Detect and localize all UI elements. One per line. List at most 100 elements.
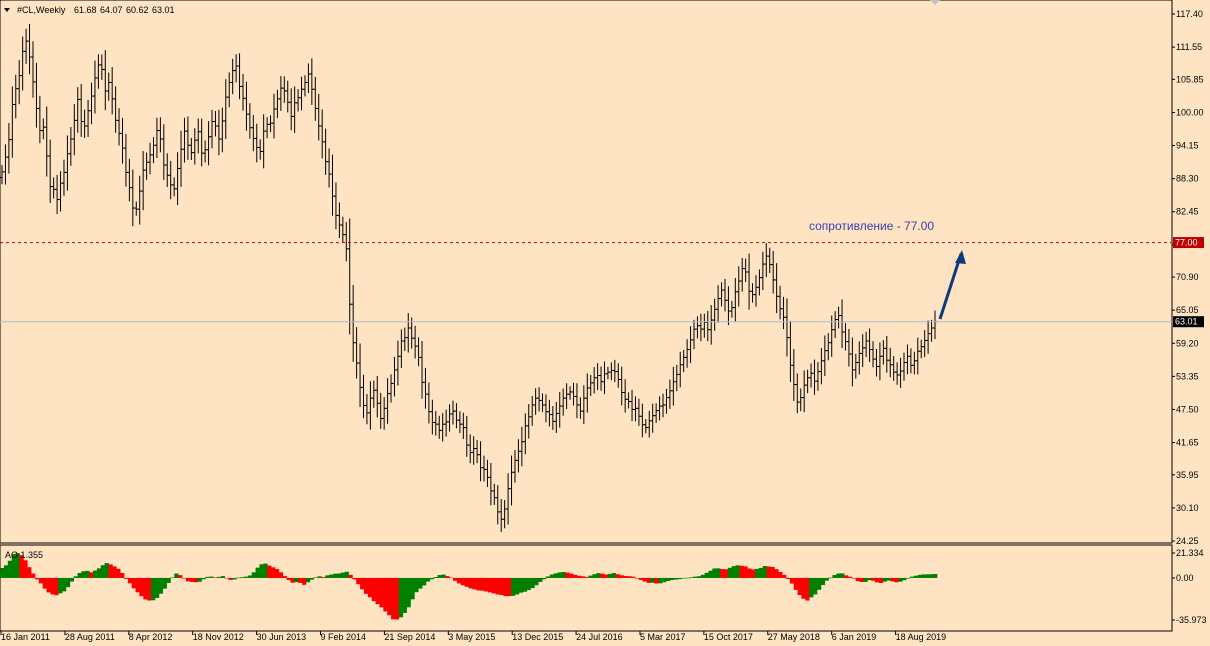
ao-bar bbox=[905, 577, 911, 579]
ohlc-bar bbox=[915, 337, 920, 375]
ao-bar bbox=[348, 574, 353, 578]
ohlc-bar bbox=[392, 356, 397, 397]
ohlc-bar bbox=[647, 410, 652, 438]
ao-bar bbox=[607, 573, 613, 578]
ohlc-bar bbox=[840, 299, 845, 349]
ao-bar bbox=[580, 576, 586, 578]
ohlc-bar bbox=[213, 111, 218, 137]
ohlc-bar bbox=[871, 341, 876, 368]
ohlc-bar bbox=[853, 353, 858, 379]
ao-bar bbox=[298, 577, 303, 583]
ohlc-bar bbox=[451, 400, 456, 425]
ao-bar bbox=[805, 577, 810, 601]
ohlc-bar bbox=[313, 76, 318, 121]
ohlc-bar bbox=[17, 60, 22, 105]
ao-bar bbox=[182, 577, 187, 579]
ohlc-bar bbox=[888, 347, 893, 378]
ohlc-bar bbox=[72, 104, 77, 156]
ohlc-bar bbox=[440, 413, 445, 442]
ohlc-bar bbox=[110, 67, 115, 115]
ohlc-bar bbox=[161, 124, 166, 180]
ohlc-bar bbox=[337, 202, 342, 238]
ao-bar bbox=[371, 577, 376, 602]
ao-bar bbox=[205, 576, 210, 578]
ohlc-bar bbox=[399, 329, 404, 368]
ohlc-bar bbox=[426, 382, 431, 424]
ao-bar bbox=[770, 566, 775, 578]
ao-bar bbox=[929, 574, 934, 578]
ohlc-bar bbox=[716, 285, 721, 323]
ohlc-bar bbox=[605, 366, 610, 380]
x-tick-label: 13 Dec 2015 bbox=[512, 632, 563, 642]
ao-bar bbox=[170, 577, 175, 578]
ao-bar bbox=[352, 577, 357, 580]
ao-bar bbox=[391, 577, 396, 620]
ohlc-bar bbox=[395, 340, 400, 386]
ohlc-bar bbox=[79, 84, 84, 137]
ohlc-bar bbox=[919, 339, 924, 359]
ao-bar bbox=[886, 577, 891, 581]
ohlc-bar bbox=[767, 247, 772, 274]
ohlc-bar bbox=[151, 137, 156, 164]
ao-bar bbox=[398, 577, 404, 618]
ohlc-bar bbox=[48, 139, 53, 203]
ohlc-bar bbox=[82, 109, 87, 138]
ao-bar bbox=[747, 568, 752, 578]
ao-bar bbox=[596, 573, 601, 578]
ohlc-bar bbox=[165, 153, 170, 188]
ao-bar bbox=[708, 570, 713, 578]
ao-bar bbox=[472, 577, 477, 590]
ohlc-bar bbox=[447, 404, 452, 432]
ohlc-bar bbox=[413, 325, 418, 359]
ohlc-bar bbox=[20, 36, 25, 91]
ao-tick-label: -35.973 bbox=[1176, 615, 1207, 625]
ohlc-bar bbox=[519, 426, 524, 467]
y-tick-label: 47.50 bbox=[1176, 404, 1199, 414]
ohlc-bar bbox=[0, 165, 4, 185]
ohlc-bar bbox=[340, 216, 345, 243]
ohlc-bar bbox=[602, 361, 607, 395]
shift-marker-icon[interactable] bbox=[930, 0, 940, 5]
ao-bar bbox=[534, 577, 539, 586]
ao-bar bbox=[456, 577, 462, 584]
ohlc-bar bbox=[733, 277, 738, 322]
y-tick-label: 111.55 bbox=[1176, 42, 1202, 52]
x-tick-label: 27 May 2018 bbox=[768, 632, 820, 642]
ao-bar bbox=[255, 567, 260, 578]
ohlc-bar bbox=[144, 152, 149, 180]
resistance-price-tag bbox=[1173, 237, 1204, 249]
ao-bar bbox=[73, 576, 78, 578]
ao-bar bbox=[735, 565, 740, 578]
header-dropdown-icon[interactable] bbox=[4, 8, 10, 12]
ohlc-bar bbox=[908, 348, 913, 374]
ohlc-bar bbox=[375, 376, 380, 418]
ao-bar bbox=[120, 573, 125, 578]
low-value: 60.62 bbox=[126, 5, 149, 15]
ohlc-bar bbox=[61, 159, 66, 196]
ao-bar bbox=[367, 577, 373, 598]
ohlc-bar bbox=[619, 366, 624, 406]
ohlc-bar bbox=[285, 80, 290, 113]
ohlc-bar bbox=[444, 409, 449, 437]
ao-bar bbox=[228, 577, 233, 580]
ohlc-bar bbox=[86, 99, 91, 137]
ao-bar bbox=[476, 577, 481, 591]
ao-bar bbox=[422, 577, 427, 586]
ao-bar bbox=[201, 577, 206, 580]
ohlc-bar bbox=[667, 379, 672, 409]
ao-bar bbox=[193, 577, 198, 583]
ohlc-bar bbox=[902, 352, 907, 381]
ohlc-bar bbox=[437, 415, 442, 439]
ohlc-bar bbox=[368, 381, 373, 430]
ao-bar bbox=[166, 577, 171, 583]
ohlc-bar bbox=[240, 73, 245, 111]
ohlc-bar bbox=[895, 362, 900, 385]
ohlc-bar bbox=[292, 86, 297, 133]
ao-bar bbox=[789, 577, 795, 584]
ao-bar bbox=[878, 577, 884, 583]
ohlc-bar bbox=[89, 82, 94, 125]
ao-bar bbox=[340, 572, 346, 578]
ao-bar bbox=[685, 577, 690, 579]
ao-bar bbox=[77, 573, 82, 578]
